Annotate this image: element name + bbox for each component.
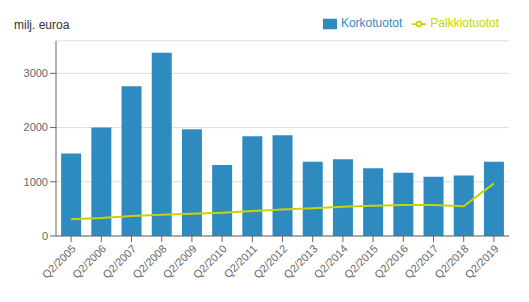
svg-text:Q2/2015: Q2/2015 [341,242,380,281]
html-text:milj. euroa: milj. euroa [14,18,70,32]
svg-text:Q2/2010: Q2/2010 [191,242,229,280]
svg-text:3000: 3000 [24,67,48,79]
svg-text:0: 0 [42,230,48,242]
svg-text:Q2/2018: Q2/2018 [432,242,471,281]
svg-text:Q2/2005: Q2/2005 [39,242,78,281]
html-text:Palkkiotuotot: Palkkiotuotot [430,16,499,30]
html-text:Korkotuotot: Korkotuotot [340,16,403,30]
svg-text:Q2/2008: Q2/2008 [130,242,169,281]
svg-text:Q2/2014: Q2/2014 [311,242,350,281]
svg-text:Q2/2019: Q2/2019 [463,242,501,280]
svg-text:Q2/2007: Q2/2007 [100,242,139,281]
svg-text:Q2/2011: Q2/2011 [221,242,260,281]
svg-text:Q2/2017: Q2/2017 [402,242,441,281]
svg-text:Q2/2013: Q2/2013 [281,242,320,281]
svg-text:Q2/2006: Q2/2006 [69,242,109,281]
svg-text:Q2/2009: Q2/2009 [160,242,199,281]
svg-text:2000: 2000 [24,121,48,133]
svg-text:Q2/2016: Q2/2016 [371,242,411,281]
svg-text:1000: 1000 [24,176,48,188]
svg-text:Q2/2012: Q2/2012 [251,242,290,281]
